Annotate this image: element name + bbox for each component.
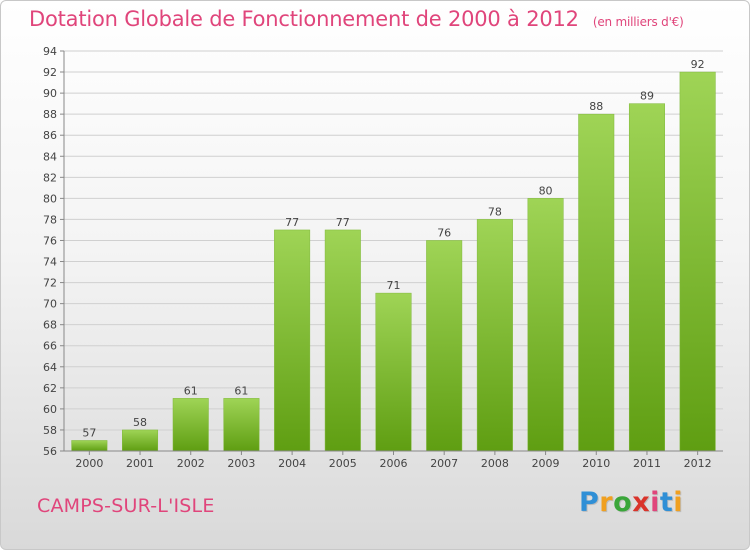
bar <box>679 71 716 452</box>
y-tick-label: 90 <box>43 87 57 100</box>
data-label: 58 <box>133 416 147 429</box>
y-tick-label: 82 <box>43 171 57 184</box>
bar <box>578 113 615 452</box>
bar <box>172 398 209 452</box>
y-tick-label: 60 <box>43 403 57 416</box>
data-label: 78 <box>488 205 502 218</box>
y-tick-label: 58 <box>43 424 57 437</box>
data-label: 57 <box>82 426 96 439</box>
x-tick-label: 2000 <box>75 457 103 470</box>
y-tick-label: 62 <box>43 382 57 395</box>
y-tick-label: 64 <box>43 361 57 374</box>
bar <box>375 292 412 452</box>
bar <box>71 440 108 452</box>
x-tick-label: 2004 <box>278 457 306 470</box>
data-label: 77 <box>285 216 299 229</box>
logo-letter: i <box>650 487 660 518</box>
x-tick-label: 2007 <box>430 457 458 470</box>
data-label: 88 <box>589 100 603 113</box>
data-label: 61 <box>184 384 198 397</box>
x-tick-label: 2011 <box>633 457 661 470</box>
chart-title-text: Dotation Globale de Fonctionnement de 20… <box>29 7 579 31</box>
y-tick-label: 66 <box>43 340 57 353</box>
data-label: 77 <box>336 216 350 229</box>
chart-unit-label: (en milliers d'€) <box>592 15 684 29</box>
x-tick-label: 2003 <box>227 457 255 470</box>
data-label: 80 <box>539 184 553 197</box>
y-tick-label: 72 <box>43 277 57 290</box>
bar <box>122 429 159 452</box>
bar <box>223 398 260 452</box>
chart-title: Dotation Globale de Fonctionnement de 20… <box>29 7 684 31</box>
x-tick-label: 2002 <box>177 457 205 470</box>
y-tick-label: 86 <box>43 129 57 142</box>
x-tick-label: 2005 <box>329 457 357 470</box>
x-tick-label: 2008 <box>481 457 509 470</box>
logo-letter: i <box>673 487 684 518</box>
x-tick-label: 2010 <box>582 457 610 470</box>
logo-letter: r <box>599 487 614 518</box>
y-tick-label: 70 <box>43 298 57 311</box>
data-label: 76 <box>437 226 451 239</box>
proxiti-logo[interactable]: Proxiti <box>579 487 683 518</box>
logo-letter: P <box>579 487 600 518</box>
y-tick-label: 94 <box>43 45 57 58</box>
bars <box>71 71 716 452</box>
y-tick-label: 74 <box>43 256 57 269</box>
logo-letter: x <box>632 487 651 518</box>
bar <box>628 103 665 452</box>
commune-name: CAMPS-SUR-L'ISLE <box>37 495 215 517</box>
x-tick-label: 2001 <box>126 457 154 470</box>
logo-letter: t <box>659 487 674 518</box>
bar <box>274 229 311 452</box>
bar <box>527 198 564 452</box>
bar <box>476 219 513 452</box>
axes <box>60 50 723 455</box>
x-tick-label: 2006 <box>380 457 408 470</box>
x-tick-label: 2009 <box>532 457 560 470</box>
data-label: 89 <box>640 90 654 103</box>
bar <box>324 229 361 452</box>
x-tick-label: 2012 <box>684 457 712 470</box>
y-tick-label: 68 <box>43 319 57 332</box>
labels: 56 58 60 62 64 66 68 70 72 74 76 78 80 82 84 86 88 90 92 94… <box>43 45 712 470</box>
y-tick-label: 80 <box>43 192 57 205</box>
data-label: 61 <box>234 384 248 397</box>
y-tick-label: 76 <box>43 234 57 247</box>
y-tick-label: 78 <box>43 213 57 226</box>
data-label: 92 <box>691 58 705 71</box>
y-tick-label: 56 <box>43 445 57 458</box>
logo-letter: o <box>613 487 633 518</box>
data-label: 71 <box>387 279 401 292</box>
y-tick-label: 92 <box>43 66 57 79</box>
bar <box>426 240 463 452</box>
y-tick-label: 88 <box>43 108 57 121</box>
y-tick-label: 84 <box>43 150 57 163</box>
